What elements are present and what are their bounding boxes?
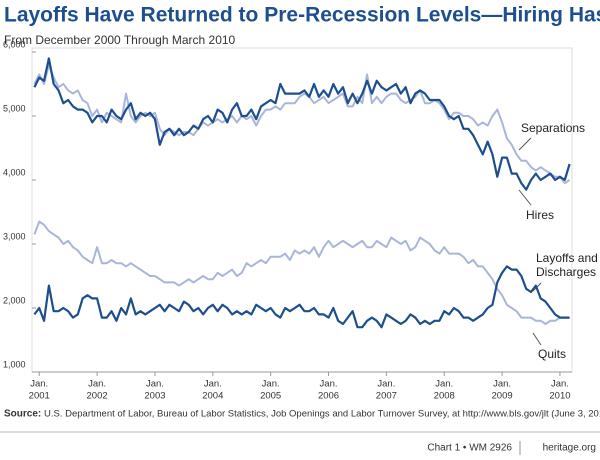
x-tick-label: 2007: [376, 391, 397, 402]
x-tick-label: Jan.: [377, 379, 395, 390]
x-tick-label: 2002: [87, 391, 108, 402]
x-tick-label: 2010: [549, 391, 570, 402]
y-tick-label: 6,000: [3, 39, 26, 49]
leader: [518, 137, 532, 151]
y-tick-label: 5,000: [3, 103, 26, 113]
y-tick-label: 1,000: [3, 359, 26, 369]
chart-title: Layoffs Have Returned to Pre-Recession L…: [4, 4, 600, 27]
source-label: Source:: [4, 409, 41, 420]
series-line: [33, 265, 570, 329]
chart-id: Chart 1 • WM 2926: [427, 443, 512, 454]
series-line: [33, 220, 570, 325]
series-label: Quits: [538, 347, 567, 361]
source: U.S. Department of Labor, Bureau of Labo…: [44, 409, 600, 420]
x-tick-label: Jan.: [320, 379, 338, 390]
x-tick-label: 2006: [318, 391, 339, 402]
series-label: Separations: [521, 121, 586, 135]
y-tick-label: 4,000: [3, 167, 26, 177]
series-line: [33, 63, 571, 185]
x-tick-label: Jan.: [493, 379, 511, 390]
leader: [532, 332, 542, 346]
series-label: Hires: [526, 208, 555, 222]
series-line: [33, 57, 571, 191]
y-tick-label: 3,000: [3, 231, 26, 241]
plot-frame: [31, 47, 573, 373]
x-tick-label: 2004: [202, 391, 223, 402]
chart-subtitle: From December 2000 Through March 2010: [4, 33, 236, 47]
site: heritage.org: [543, 443, 596, 454]
x-tick-label: 2003: [144, 391, 165, 402]
x-tick-label: 2009: [492, 391, 513, 402]
x-tick-label: 2008: [434, 391, 455, 402]
x-tick-label: 2001: [29, 391, 50, 402]
x-tick-label: Jan.: [435, 379, 453, 390]
y-tick-label: 2,000: [3, 295, 26, 305]
x-tick-label: Jan.: [262, 379, 280, 390]
leader: [518, 189, 532, 206]
series-label: Layoffs and Discharges: [536, 251, 598, 279]
x-tick-label: Jan.: [30, 379, 48, 390]
x-tick-label: Jan.: [88, 379, 106, 390]
x-tick-label: Jan.: [551, 379, 569, 390]
x-tick-label: 2005: [260, 391, 281, 402]
x-tick-label: Jan.: [146, 379, 164, 390]
x-tick-label: Jan.: [204, 379, 222, 390]
